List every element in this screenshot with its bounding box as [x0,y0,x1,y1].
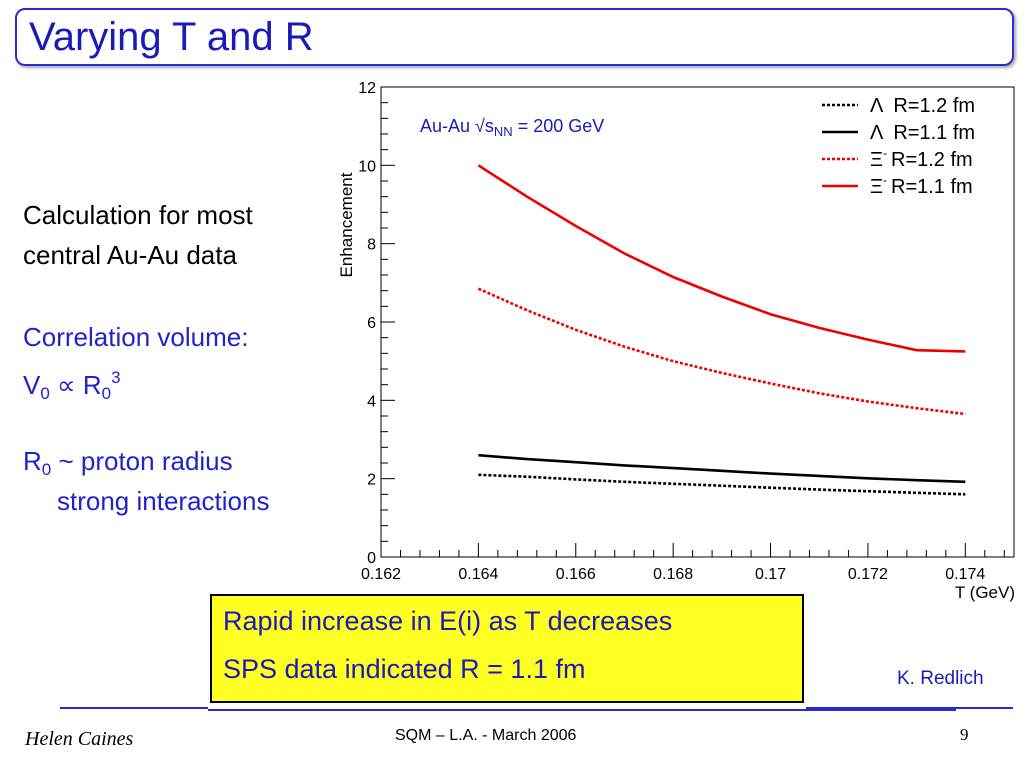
highlight-box: Rapid increase in E(i) as T decreases SP… [210,594,804,703]
x-tick-label: 0.166 [556,566,596,583]
annotation-pre: Au-Au [420,116,475,136]
footer-event: SQM – L.A. - March 2006 [395,727,577,744]
correlation-formula: V0 ∝ R03 [23,361,121,410]
footer-rule-bottom [208,709,956,711]
formula-v: V [23,370,41,400]
y-tick-label: 0 [367,550,376,567]
title-box: Varying T and R [15,8,1014,66]
calc-line-2: central Au-Au data [23,240,237,270]
x-tick-label: 0.164 [458,566,498,583]
series-line-4 [477,164,966,353]
credit-label: K. Redlich [897,668,984,689]
y-tick-label: 8 [367,237,376,254]
page-number: 9 [960,725,969,744]
series-layer [477,164,966,496]
footer-author: Helen Caines [25,728,134,750]
x-tick-label: 0.168 [653,566,693,583]
series-line-2 [478,453,966,484]
legend-label-2: Λ R=1.1 fm [870,122,975,144]
y-tick-label: 2 [367,472,376,489]
calc-line-1: Calculation for most [23,200,253,230]
collision-annotation: Au-Au √sNN = 200 GeV [420,116,604,139]
strong-interactions: strong interactions [57,486,270,516]
y-tick-label: 10 [358,158,376,175]
legend-label-3: Ξ- R=1.2 fm [870,146,973,171]
legend: Λ R=1.2 fm Λ R=1.1 fmΞ- R=1.2 fmΞ- R=1.1 fm [822,95,975,198]
x-axis-label: T (GeV) [955,583,1015,602]
y-tick-label: 6 [367,315,376,332]
x-tick-label: 0.172 [848,566,888,583]
enhancement-chart: 0.162 0.164 0.166 0.168 0.17 0.172 0.174 0 2 4 6 8 1… [337,80,1015,602]
formula-prop: ∝ R [49,370,102,400]
y-axis-label: Enhancement [337,172,356,277]
annotation-sub: NN [494,124,513,139]
correlation-volume-label: Correlation volume: [23,322,249,352]
legend-label-1: Λ R=1.2 fm [870,95,975,117]
footer-rule-left [60,707,208,709]
footer-rule-right [806,707,1013,709]
x-tick-label: 0.174 [945,566,985,583]
y-tick-label: 12 [358,80,376,97]
annotation-post: = 200 GeV [513,116,605,136]
series-line-1 [478,473,966,496]
highlight-line-2: SPS data indicated R = 1.1 fm [223,654,586,684]
axes: 0.162 0.164 0.166 0.168 0.17 0.172 0.174 0 2 4 6 8 1… [358,80,1005,583]
r0-sub: 0 [41,460,52,479]
formula-r-sup: 3 [111,368,121,387]
highlight-line-1: Rapid increase in E(i) as T decreases [223,606,673,636]
r0-letter: R [23,446,42,476]
x-tick-label: 0.162 [361,566,401,583]
r0-text: ~ proton radius [51,446,233,476]
x-tick-label: 0.17 [755,566,786,583]
annotation-s: s [485,116,494,136]
legend-label-4: Ξ- R=1.1 fm [870,173,973,198]
y-tick-label: 4 [367,393,376,410]
formula-r-sub: 0 [101,384,112,403]
series-line-3 [477,287,966,416]
slide-title: Varying T and R [29,15,314,59]
r0-line: R0 ~ proton radius [23,445,233,486]
formula-v-sub: 0 [40,384,50,403]
annotation-sqrt: √ [475,116,485,136]
